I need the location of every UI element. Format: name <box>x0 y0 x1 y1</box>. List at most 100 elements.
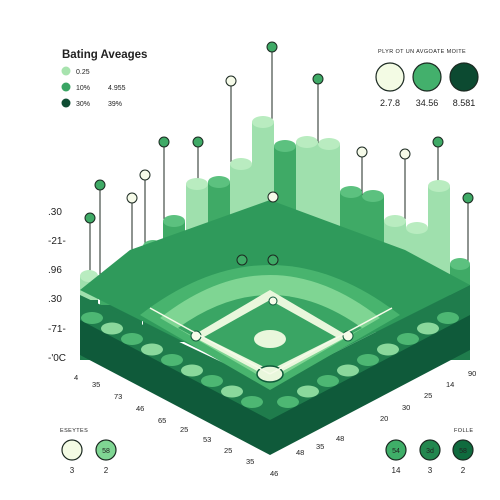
front-scallop-right <box>377 343 399 356</box>
y-tick-2: -21- <box>48 236 66 247</box>
left-edge-label-3: 73 <box>114 392 122 401</box>
bottom-right-caption: FOLLE <box>454 428 473 434</box>
bottom-right-circle-3 <box>452 439 474 461</box>
top-right-summary: PLYR OT UN AVGOATE MOITE 2.7.8 34.56 8.5… <box>375 49 479 108</box>
summary-circle-3 <box>449 62 479 92</box>
front-scallops <box>81 312 459 408</box>
bottom-left-circle-1 <box>61 439 83 461</box>
bottom-left-value-2: 2 <box>104 466 109 475</box>
pin-marker <box>139 169 151 181</box>
front-scallop-right <box>317 375 339 387</box>
left-edge-label-1: 4 <box>74 373 78 382</box>
left-axis: .30 -21- .96 .30 -71- -'0C <box>48 207 66 364</box>
legend-label-3: 30% <box>76 101 90 108</box>
left-edge-label-9: 35 <box>246 457 254 466</box>
right-edge-labels: 90 14 25 30 20 48 35 48 46 <box>270 369 476 478</box>
bottom-right-value-2: 3 <box>428 466 433 475</box>
front-scallop-left <box>201 375 223 387</box>
front-scallop-left <box>221 385 243 398</box>
left-edge-label-8: 25 <box>224 446 232 455</box>
bottom-right-value-1: 14 <box>392 466 401 475</box>
bottom-left-circle-2 <box>95 439 117 461</box>
y-tick-4: .30 <box>48 294 62 305</box>
right-edge-label-5: 20 <box>380 414 388 423</box>
pin-marker <box>356 146 368 158</box>
bottom-left-panel: ESEYTES 58 3 2 <box>60 428 117 475</box>
front-scallop-left <box>81 312 103 324</box>
right-edge-label-9: 46 <box>270 469 278 478</box>
pin-marker <box>266 41 278 53</box>
foul-line-left <box>149 307 271 375</box>
front-scallop-right <box>297 385 319 398</box>
front-scallop-right <box>357 354 379 366</box>
legend-value-3: 39% <box>108 101 122 108</box>
base-dark-tier <box>80 300 470 455</box>
bottom-right-inner-1: 54 <box>392 448 400 455</box>
left-edge-label-2: 35 <box>92 380 100 389</box>
legend: 0.25 10% 4.955 30% 39% <box>61 66 126 108</box>
y-tick-6: -'0C <box>48 353 66 364</box>
right-edge-label-1: 90 <box>468 369 476 378</box>
legend-swatch-1 <box>61 66 71 76</box>
left-edge-label-5: 65 <box>158 416 166 425</box>
front-scallop-right <box>277 396 299 408</box>
right-edge-label-6: 48 <box>336 434 344 443</box>
summary-circle-1 <box>375 62 405 92</box>
bottom-left-caption: ESEYTES <box>60 428 88 434</box>
pin-marker <box>192 136 204 148</box>
front-scallop-left <box>141 343 163 356</box>
top-right-caption: PLYR OT UN AVGOATE MOITE <box>378 49 466 55</box>
bottom-right-circle-2 <box>419 439 441 461</box>
y-tick-3: .96 <box>48 265 62 276</box>
pin-marker <box>462 192 474 204</box>
front-scallop-right <box>337 364 359 377</box>
pin-marker <box>126 192 138 204</box>
pin-marker <box>158 136 170 148</box>
summary-circle-2 <box>412 62 442 92</box>
pin-marker <box>267 191 279 203</box>
summary-value-1: 2.7.8 <box>380 98 400 108</box>
pin-marker <box>267 254 279 266</box>
front-scallop-left <box>181 364 203 377</box>
left-edge-label-4: 46 <box>136 404 144 413</box>
chart-title: Bating Aveages <box>62 49 147 61</box>
right-edge-label-2: 14 <box>446 380 454 389</box>
y-tick-5: -71- <box>48 324 66 335</box>
front-scallop-right <box>417 322 439 335</box>
front-scallop-left <box>121 333 143 345</box>
pin-marker <box>225 75 237 87</box>
bottom-right-inner-3: 58 <box>459 448 467 455</box>
foul-line-right <box>269 307 393 375</box>
bottom-right-inner-2: 3d <box>426 448 434 455</box>
legend-swatch-2 <box>61 82 71 92</box>
front-scallop-left <box>161 354 183 366</box>
bottom-right-circle-1 <box>385 439 407 461</box>
left-edge-labels: 4 35 73 46 65 25 53 25 35 <box>74 373 254 466</box>
pin-marker <box>432 136 444 148</box>
pin-marker <box>399 148 411 160</box>
pin-marker <box>84 212 96 224</box>
pitchers-mound <box>254 330 286 348</box>
pin-marker <box>236 254 248 266</box>
baseball-field <box>140 265 400 390</box>
right-edge-label-4: 30 <box>402 403 410 412</box>
front-scallop-left <box>101 322 123 335</box>
legend-label-1: 0.25 <box>76 69 90 76</box>
second-base <box>268 296 278 306</box>
summary-value-3: 8.581 <box>453 98 476 108</box>
y-tick-1: .30 <box>48 207 62 218</box>
front-scallop-right <box>397 333 419 345</box>
bottom-left-inner-2: 58 <box>102 448 110 455</box>
pin-marker <box>94 179 106 191</box>
front-scallop-left <box>241 396 263 408</box>
left-edge-label-7: 53 <box>203 435 211 444</box>
right-edge-label-3: 25 <box>424 391 432 400</box>
pin-marker <box>312 73 324 85</box>
right-edge-label-8: 48 <box>296 448 304 457</box>
pin-markers <box>84 41 474 266</box>
legend-value-2: 4.955 <box>108 85 126 92</box>
legend-label-2: 10% <box>76 85 90 92</box>
bottom-right-panel: FOLLE 54 3d 58 14 3 2 <box>385 428 474 475</box>
front-scallop-right <box>437 312 459 324</box>
